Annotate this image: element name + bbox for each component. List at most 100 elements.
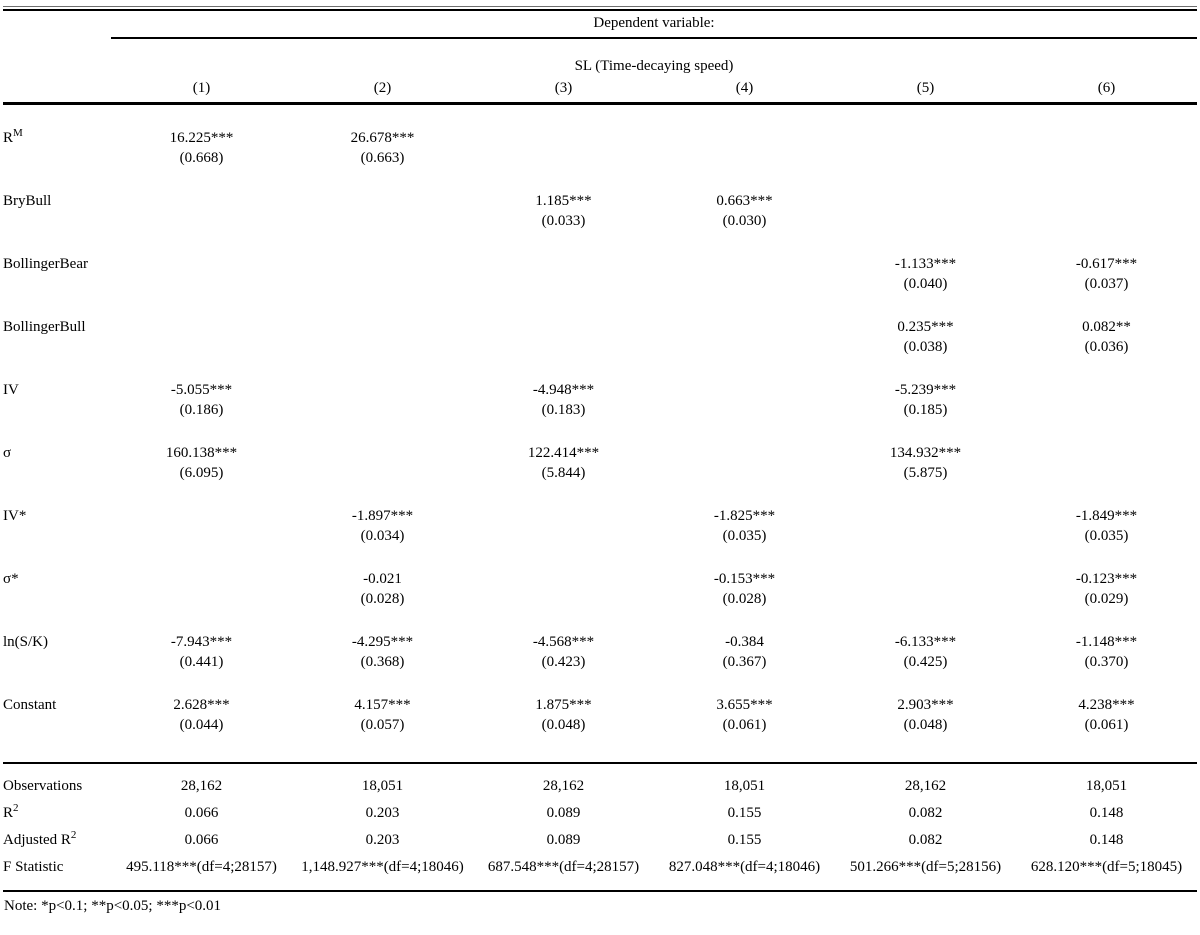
standard-error: (0.028) [360,591,405,607]
standard-error: (0.668) [179,150,224,166]
row-label-text: BryBull [3,193,52,209]
row-label-text: R [3,805,14,821]
coefficient-value: -4.948*** [532,382,595,398]
stat-value: 687.548***(df=4;28157) [473,854,654,892]
row-label-text: σ* [3,571,19,587]
dependent-variable-label: Dependent variable: [111,11,1197,39]
dependent-variable-row: Dependent variable: [3,11,1197,39]
stat-value: 0.089 [546,832,581,848]
standard-error: (0.367) [722,654,767,670]
coefficient-value: -7.943*** [170,634,233,650]
stat-value: 28,162 [111,762,292,800]
coefficient-cell: -1.148*** (0.370) [1016,609,1197,672]
row-label-text: BollingerBull [3,319,86,335]
coefficient-cell: -1.897*** (0.034) [292,483,473,546]
row-label: IV [3,357,111,420]
stat-value: 0.082 [908,832,943,848]
stat-value: 0.203 [365,805,400,821]
row-label: RM [3,104,111,169]
stat-label: F Statistic [3,854,111,892]
empty-cell [292,294,473,357]
row-label: BryBull [3,168,111,231]
coefficient-cell: -1.133*** (0.040) [835,231,1016,294]
stat-value: 0.082 [908,805,943,821]
empty-cell [835,104,1016,169]
coefficient-value: 4.238*** [1078,697,1135,713]
coefficient-value: 2.628*** [173,697,230,713]
empty-cell [654,420,835,483]
standard-error: (0.441) [179,654,224,670]
stat-value: 28,162 [835,762,1016,800]
stat-value: 0.148 [1089,805,1124,821]
standard-error: (0.035) [722,528,767,544]
coefficient-value: 4.157*** [354,697,411,713]
statistic-row: R2 0.066 0.203 0.089 0.155 0.082 0.148 [3,800,1197,827]
standard-error: (0.030) [722,213,767,229]
coefficient-value: 160.138*** [165,445,238,461]
row-label: σ* [3,546,111,609]
empty-cell [473,104,654,169]
coefficient-value: 0.235*** [897,319,954,335]
coefficient-value: -0.021 [363,571,402,587]
column-number-6: (6) [1016,76,1197,105]
stat-value: 18,051 [1016,762,1197,800]
standard-error: (0.048) [541,717,586,733]
coefficient-cell: -0.153*** (0.028) [654,546,835,609]
coefficient-cell: 0.082** (0.036) [1016,294,1197,357]
coefficient-cell: -4.295*** (0.368) [292,609,473,672]
stat-value: 827.048***(df=4;18046) [654,854,835,892]
standard-error: (0.061) [722,717,767,733]
standard-error: (0.033) [541,213,586,229]
standard-error: (0.035) [1084,528,1129,544]
coefficient-value: 1.875*** [535,697,592,713]
coefficient-row: BollingerBull 0.235*** (0.038) 0.082** (0.03… [3,294,1197,357]
coefficient-row: IV* -1.897*** (0.034) -1.825*** (0.035) -1.84… [3,483,1197,546]
coefficient-cell: 0.235*** (0.038) [835,294,1016,357]
coefficient-value: 0.663*** [716,193,773,209]
standard-error: (0.423) [541,654,586,670]
empty-cell [111,294,292,357]
coefficient-value: 26.678*** [350,130,415,146]
coefficient-cell: -5.239*** (0.185) [835,357,1016,420]
standard-error: (0.034) [360,528,405,544]
row-label: IV* [3,483,111,546]
stat-label: Observations [3,762,111,800]
coefficient-value: 134.932*** [889,445,962,461]
column-number-2: (2) [292,76,473,105]
coefficient-cell: 160.138*** (6.095) [111,420,292,483]
coefficient-row: σ* -0.021 (0.028) -0.153*** (0.028) -0.123***… [3,546,1197,609]
header-spacer-cell [3,76,111,105]
row-label-text: Constant [3,697,57,713]
empty-cell [654,294,835,357]
standard-error: (0.370) [1084,654,1129,670]
coefficient-value: 2.903*** [897,697,954,713]
standard-error: (0.040) [903,276,948,292]
empty-cell [654,231,835,294]
header-spacer-cell [3,11,111,38]
empty-cell [1016,420,1197,483]
header-spacer-cell [3,38,111,76]
coefficient-cell: 1.875*** (0.048) [473,672,654,763]
empty-cell [292,231,473,294]
statistic-row: Adjusted R2 0.066 0.203 0.089 0.155 0.082 0.14… [3,827,1197,854]
standard-error: (0.061) [1084,717,1129,733]
standard-error: (0.036) [1084,339,1129,355]
coefficient-cell: 2.903*** (0.048) [835,672,1016,763]
coefficients-body: RM 16.225*** (0.668) 26.678*** (0.663) BryBul… [3,104,1197,764]
regression-table: Dependent variable: SL (Time-decaying sp… [3,11,1197,892]
standard-error: (0.425) [903,654,948,670]
standard-error: (0.038) [903,339,948,355]
coefficient-value: 3.655*** [716,697,773,713]
coefficient-row: IV -5.055*** (0.186) -4.948*** (0.183) -5.239… [3,357,1197,420]
coefficient-cell: 4.238*** (0.061) [1016,672,1197,763]
coefficient-row: RM 16.225*** (0.668) 26.678*** (0.663) [3,104,1197,169]
stat-value: 0.066 [184,832,219,848]
coefficient-value: -5.239*** [894,382,957,398]
coefficient-cell: -4.568*** (0.423) [473,609,654,672]
standard-error: (0.663) [360,150,405,166]
empty-cell [473,294,654,357]
stat-value: 495.118***(df=4;28157) [111,854,292,892]
empty-cell [473,231,654,294]
coefficient-row: Constant 2.628*** (0.044) 4.157*** (0.057) 1.… [3,672,1197,763]
